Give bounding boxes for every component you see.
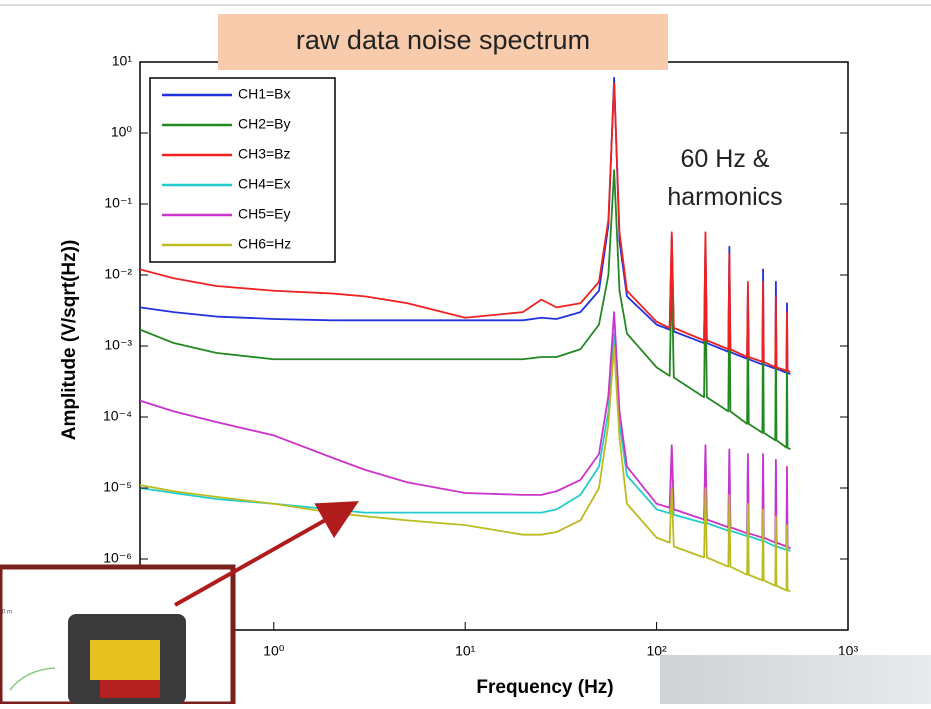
x-axis-label: Frequency (Hz) <box>476 677 613 698</box>
inset-device <box>90 640 160 680</box>
legend-box <box>149 77 336 263</box>
inset-arrow <box>9 667 56 691</box>
ticks: 10⁰ 10¹ 10² 10³ 10⁻⁶ 10⁻⁵ 10⁻⁴ 10⁻³ 10⁻² 10⁻¹ 10⁰ 1… <box>103 53 858 659</box>
series-line <box>140 332 791 552</box>
inset-label: 0 m <box>2 610 12 616</box>
y-tick-label: 10⁻⁴ <box>103 408 132 424</box>
legend-label: CH3=Bz <box>238 146 291 162</box>
y-tick-label: 10⁻⁵ <box>103 479 132 495</box>
series-line <box>140 345 791 593</box>
y-axis-label: Amplitude (V/sqrt(Hz)) <box>59 240 80 441</box>
annotation: 60 Hz & harmonics <box>667 145 783 211</box>
y-tick-label: 10¹ <box>112 53 133 69</box>
pointer-arrow <box>174 501 359 607</box>
overlay-image <box>660 655 931 704</box>
y-tick-label: 10⁻⁶ <box>103 550 132 566</box>
series-line <box>140 311 791 550</box>
legend-label: CH1=Bx <box>238 86 291 102</box>
chart-title: raw data noise spectrum <box>296 25 590 55</box>
plot-area <box>140 76 791 593</box>
x-tick-label: 10² <box>646 643 667 659</box>
annotation-box: 60 Hz & harmonics <box>667 145 783 211</box>
y-tick-label: 10⁰ <box>111 124 133 140</box>
y-tick-label: 10⁻³ <box>104 337 132 353</box>
series-line <box>140 169 791 451</box>
y-tick-label: 10⁻² <box>104 266 132 282</box>
x-tick-label: 10⁰ <box>263 643 285 659</box>
x-tick-label: 10¹ <box>455 643 476 659</box>
y-tick-label: 10⁻¹ <box>104 195 132 211</box>
legend-label: CH4=Ex <box>238 176 291 192</box>
x-tick-label: 10³ <box>838 643 859 659</box>
inset-cables <box>100 680 160 698</box>
legend-label: CH2=By <box>238 116 291 132</box>
legend-label: CH5=Ey <box>238 206 291 222</box>
series-line <box>140 82 791 373</box>
legend: CH1=Bx CH2=By CH3=Bz CH4=Ex CH5=Ey CH6=Hz <box>162 86 291 252</box>
legend-label: CH6=Hz <box>238 236 291 252</box>
title-box <box>218 14 668 70</box>
